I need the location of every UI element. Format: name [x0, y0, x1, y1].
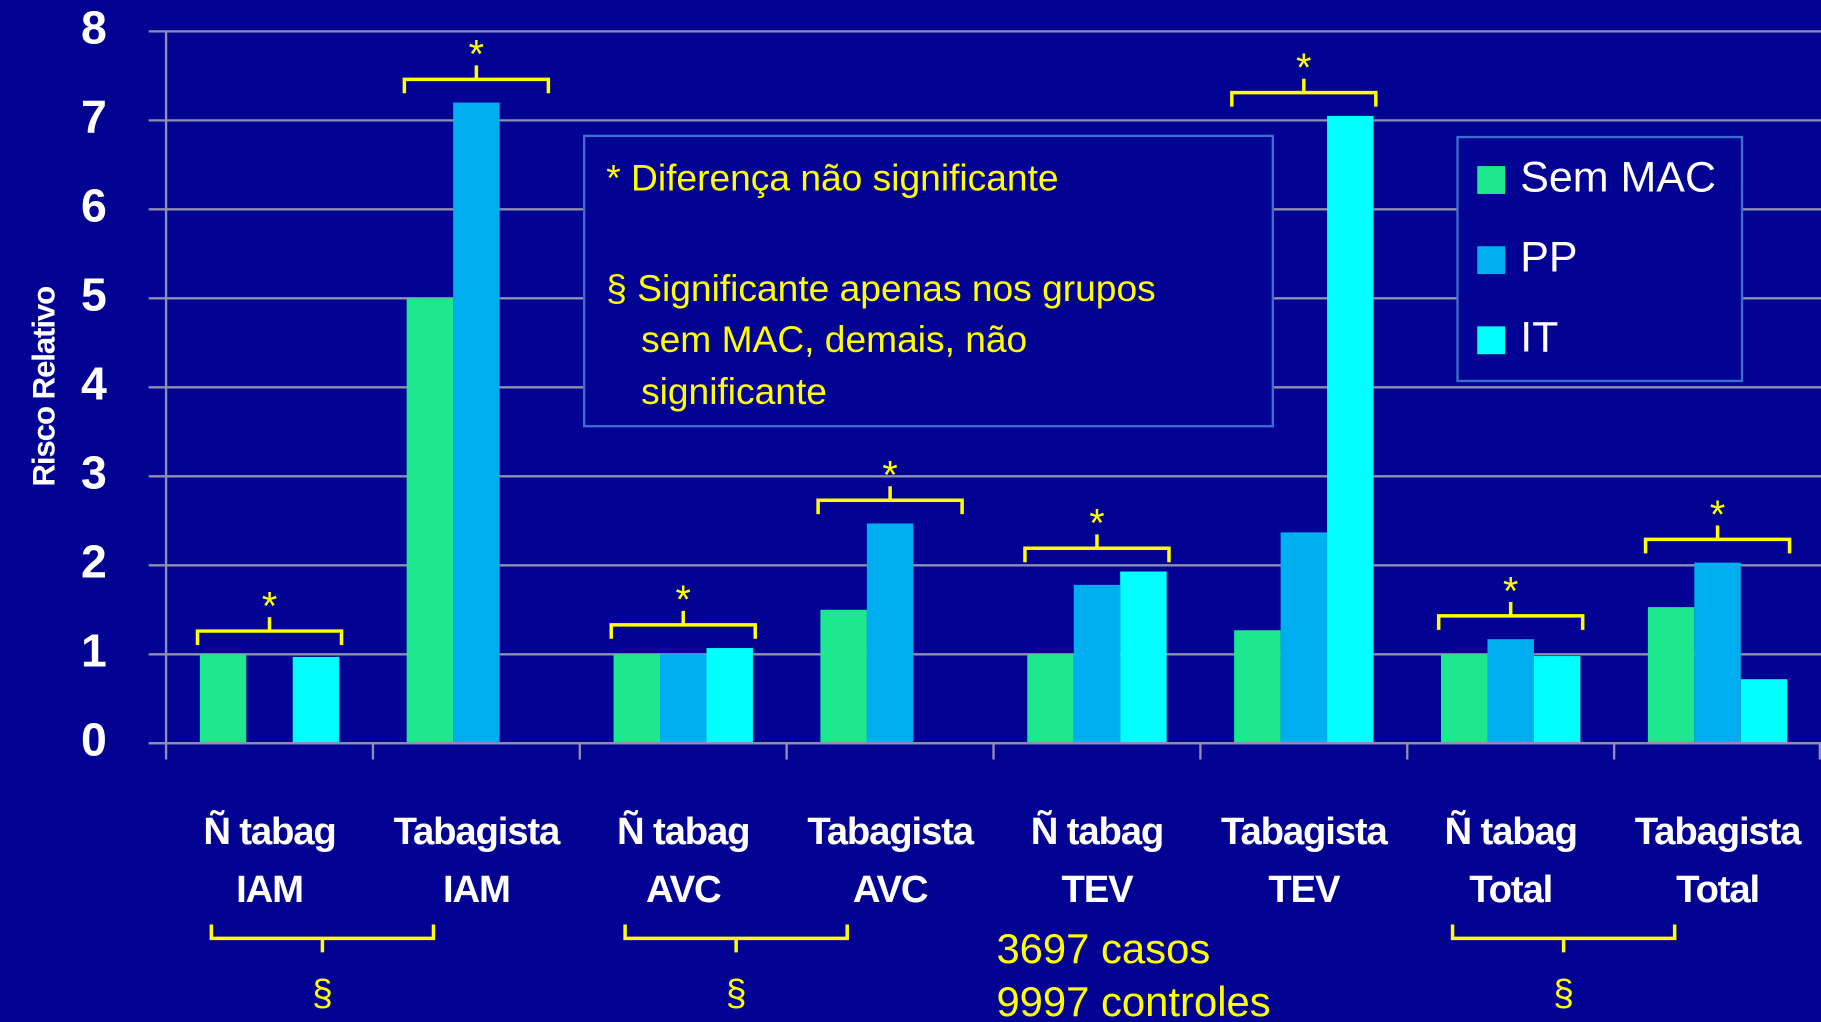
bar: [866, 523, 914, 744]
x-tick-label: Ñ tabag: [1445, 809, 1577, 853]
brace: [623, 924, 849, 953]
x-tick-label: Total: [1676, 868, 1759, 911]
bar: [1740, 679, 1788, 744]
x-tick-label: Tabagista: [807, 810, 974, 853]
brace: [1450, 924, 1677, 953]
x-tick-label: Tabagista: [1635, 810, 1802, 853]
note-text: significante: [641, 370, 827, 412]
bar: [1441, 654, 1488, 744]
group-mark: *: [1089, 502, 1104, 546]
bar: [660, 654, 707, 744]
x-tick-label: Tabagista: [394, 810, 561, 853]
y-tick-label: 1: [81, 625, 107, 677]
bar: [1487, 639, 1534, 744]
note-text: sem MAC, demais, não: [641, 318, 1027, 360]
footnote: 3697 casos: [996, 925, 1210, 972]
group-mark: *: [1503, 569, 1518, 613]
y-axis-label: Risco Relativo: [27, 287, 62, 487]
legend-label: Sem MAC: [1520, 153, 1716, 201]
bar: [1073, 584, 1121, 744]
y-tick-label: 5: [81, 269, 107, 321]
group-mark: *: [469, 33, 484, 77]
brace: [402, 65, 551, 94]
bar: [1533, 656, 1581, 744]
y-tick-label: 6: [81, 180, 107, 232]
bar: [1647, 607, 1695, 744]
legend-swatch: [1477, 326, 1506, 355]
bar: [1120, 571, 1167, 744]
group-mark: *: [262, 584, 277, 628]
brace: [1023, 534, 1171, 563]
footnote: 9997 controles: [996, 978, 1270, 1022]
bar: [406, 298, 454, 744]
x-tick-label: Ñ tabag: [1031, 809, 1163, 853]
brace: [1643, 525, 1792, 554]
bar: [292, 656, 340, 744]
x-tick-label: Ñ tabag: [203, 809, 335, 853]
bar: [613, 654, 661, 744]
y-tick-label: 3: [81, 447, 107, 499]
x-tick-label: AVC: [853, 868, 928, 911]
x-tick-label: AVC: [646, 868, 721, 911]
bar: [1234, 630, 1281, 744]
bar: [1280, 532, 1328, 744]
brace: [195, 617, 344, 645]
y-tick-label: 2: [81, 536, 107, 588]
bar: [1027, 654, 1074, 744]
y-tick-label: 0: [81, 714, 107, 766]
legend-label: IT: [1520, 314, 1558, 362]
pair-mark: §: [726, 972, 747, 1014]
legend-label: PP: [1520, 233, 1577, 281]
group-mark: *: [1710, 493, 1725, 537]
brace: [609, 610, 757, 639]
y-tick-label: 7: [81, 91, 107, 143]
note-text: § Significante apenas nos grupos: [606, 267, 1155, 309]
x-tick-label: Tabagista: [1221, 810, 1388, 853]
bar: [820, 609, 867, 744]
legend-swatch: [1477, 166, 1506, 194]
brace: [816, 486, 964, 515]
brace: [209, 924, 436, 953]
x-tick-label: TEV: [1268, 868, 1341, 911]
x-tick-label: IAM: [236, 868, 303, 911]
pair-mark: §: [1553, 972, 1574, 1014]
bar: [453, 102, 500, 744]
bar: [706, 648, 753, 744]
legend-swatch: [1477, 246, 1506, 275]
brace: [1230, 78, 1378, 107]
brace: [1436, 601, 1585, 630]
bar: [1327, 115, 1374, 744]
group-mark: *: [676, 578, 691, 622]
x-tick-label: TEV: [1061, 868, 1134, 911]
bar: [199, 654, 247, 744]
x-tick-label: Total: [1469, 868, 1552, 911]
x-tick-label: Ñ tabag: [617, 809, 749, 853]
bar: [1694, 562, 1741, 744]
pair-mark: §: [312, 972, 333, 1014]
group-mark: *: [882, 454, 897, 498]
group-mark: *: [1296, 46, 1311, 90]
y-tick-label: 8: [81, 2, 107, 54]
x-tick-label: IAM: [443, 868, 510, 911]
note-box: [582, 134, 1275, 428]
y-tick-label: 4: [81, 358, 107, 410]
note-text: * Diferença não significante: [606, 156, 1058, 198]
